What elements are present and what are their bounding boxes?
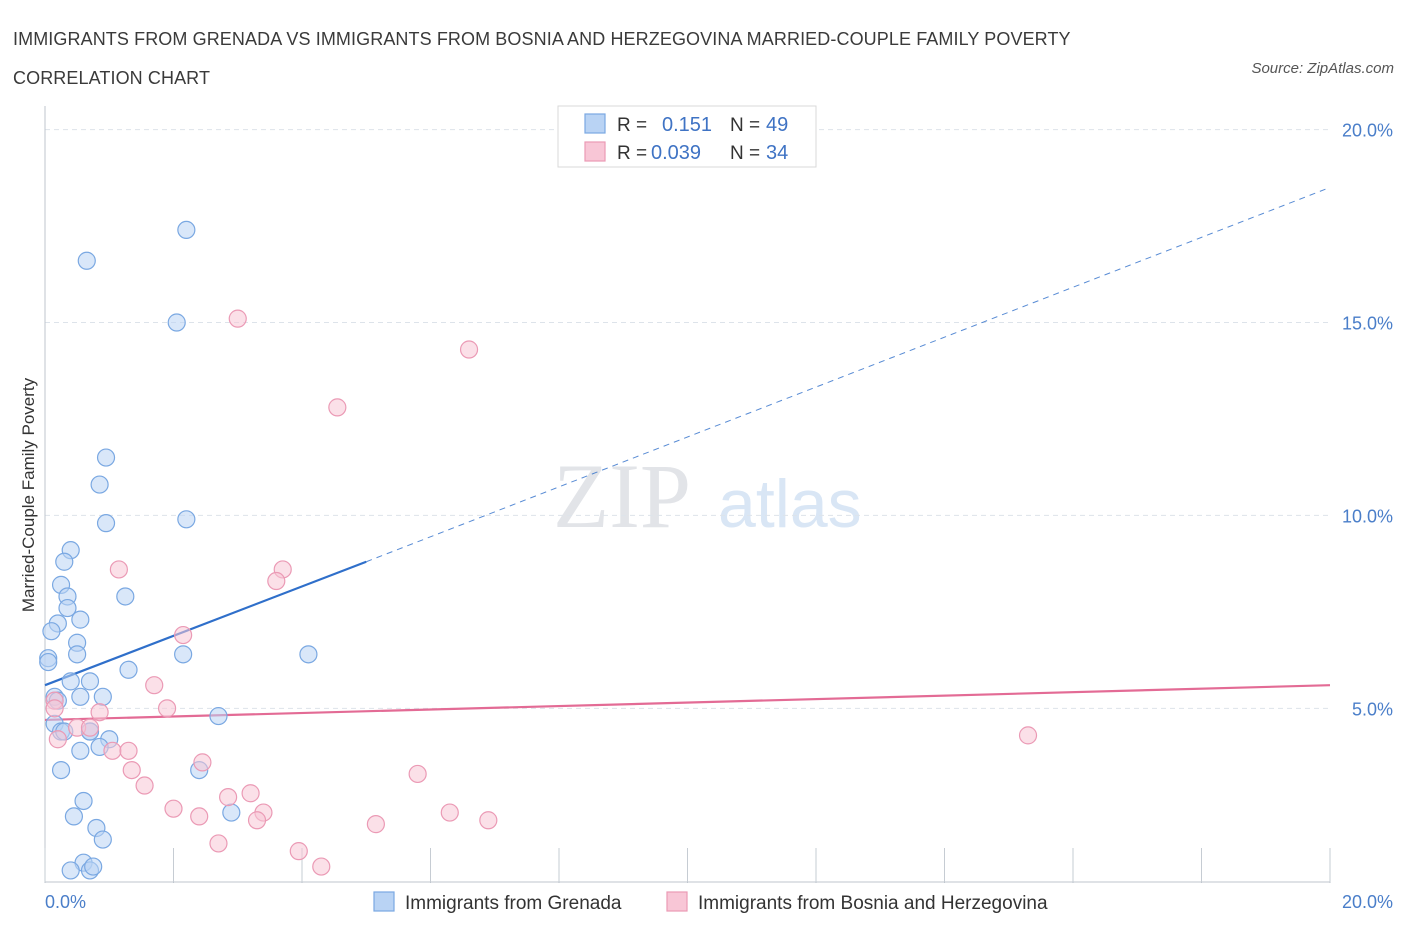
point-grenada-42 <box>93 830 112 849</box>
trend-line-grenada <box>44 560 367 687</box>
point-grenada-1 <box>77 251 96 270</box>
point-bosnia-13 <box>80 718 100 737</box>
point-grenada-39 <box>64 807 84 826</box>
point-grenada-17 <box>68 645 87 664</box>
y-tick-label-2: 15.0% <box>1342 314 1393 334</box>
series-legend-label-bosnia: Immigrants from Bosnia and Herzegovina <box>698 893 1048 914</box>
point-bosnia-16 <box>119 741 138 760</box>
x-tick-label-1: 20.0% <box>1342 892 1393 912</box>
legend-r-value-grenada: 0.151 <box>662 114 712 136</box>
point-grenada-18 <box>174 645 193 664</box>
y-tick-label-1: 10.0% <box>1342 506 1393 526</box>
point-bosnia-14 <box>48 730 67 749</box>
legend-r-value-bosnia: 0.039 <box>651 142 701 164</box>
point-bosnia-33 <box>1018 726 1038 745</box>
point-grenada-5 <box>177 510 196 529</box>
series-legend-swatch-bosnia <box>666 891 688 912</box>
point-bosnia-23 <box>164 799 183 818</box>
point-grenada-25 <box>71 687 90 706</box>
point-grenada-11 <box>116 587 135 606</box>
y-tick-label-0: 5.0% <box>1352 699 1393 719</box>
tick-labels: 5.0% 10.0% 15.0% 20.0% 0.0% 20.0% <box>45 121 1393 912</box>
point-grenada-36 <box>51 761 71 780</box>
point-grenada-8 <box>55 552 74 571</box>
point-bosnia-10 <box>45 699 64 718</box>
point-bosnia-20 <box>135 776 154 795</box>
point-grenada-24 <box>80 672 100 691</box>
point-grenada-35 <box>71 741 90 760</box>
trend-lines <box>44 186 1331 722</box>
point-grenada-12 <box>58 598 77 618</box>
legend-n-value-bosnia: 34 <box>766 142 788 164</box>
point-grenada-26 <box>93 687 112 706</box>
legend-n-label-grenada: N = <box>730 115 760 136</box>
point-grenada-6 <box>96 514 116 533</box>
watermark-zip: ZIP <box>553 445 691 547</box>
point-grenada-13 <box>71 610 90 629</box>
point-bosnia-27 <box>479 811 498 830</box>
point-bosnia-22 <box>219 788 238 807</box>
point-bosnia-5 <box>267 571 286 591</box>
legend-n-label-bosnia: N = <box>730 143 760 164</box>
source-credit: Source: ZipAtlas.com <box>1251 60 1394 77</box>
correlation-legend: R = 0.151 N = 49 R = 0.039 N = 34 <box>557 105 817 168</box>
point-bosnia-11 <box>90 703 109 722</box>
point-bosnia-31 <box>289 842 308 861</box>
point-grenada-4 <box>90 475 109 494</box>
point-bosnia-0 <box>228 309 247 328</box>
series-legend-swatch-grenada <box>373 891 395 912</box>
point-bosnia-18 <box>122 761 141 780</box>
point-bosnia-25 <box>440 803 459 822</box>
point-grenada-40 <box>222 803 241 822</box>
point-bosnia-7 <box>145 676 164 695</box>
point-grenada-46 <box>84 857 103 876</box>
point-grenada-3 <box>96 448 116 467</box>
point-grenada-29 <box>209 706 228 726</box>
point-bosnia-28 <box>247 811 267 830</box>
legend-swatch-bosnia <box>584 141 606 162</box>
point-bosnia-21 <box>241 784 260 803</box>
point-grenada-19 <box>299 645 318 664</box>
point-grenada-21 <box>39 652 58 672</box>
legend-r-label-bosnia: R = <box>617 143 647 164</box>
point-bosnia-29 <box>366 815 385 834</box>
data-points <box>39 220 1038 880</box>
point-bosnia-1 <box>459 340 479 359</box>
point-grenada-0 <box>177 220 196 239</box>
point-grenada-38 <box>74 791 93 811</box>
point-bosnia-2 <box>328 398 347 417</box>
point-bosnia-30 <box>209 834 228 853</box>
grid-lines <box>45 129 1330 709</box>
legend-r-label-grenada: R = <box>617 115 647 136</box>
point-bosnia-32 <box>312 857 331 876</box>
point-grenada-23 <box>61 672 80 691</box>
point-bosnia-15 <box>103 741 122 760</box>
point-bosnia-17 <box>193 753 212 772</box>
y-axis-label: Married-Couple Family Poverty <box>19 377 38 612</box>
trend-line-bosnia <box>44 684 1331 722</box>
point-grenada-15 <box>42 622 61 641</box>
legend-swatch-grenada <box>584 113 606 134</box>
series-legend: Immigrants from Grenada Immigrants from … <box>373 891 1048 914</box>
watermark-atlas: atlas <box>718 466 862 542</box>
point-bosnia-8 <box>157 699 177 718</box>
point-bosnia-19 <box>408 764 427 784</box>
series-legend-label-grenada: Immigrants from Grenada <box>405 893 622 914</box>
point-bosnia-26 <box>190 807 209 826</box>
trend-line-grenada-extension <box>366 186 1331 563</box>
point-bosnia-6 <box>174 625 193 645</box>
point-bosnia-3 <box>109 560 128 579</box>
chart-title: IMMIGRANTS FROM GRENADA VS IMMIGRANTS FR… <box>13 29 1071 88</box>
y-tick-label-3: 20.0% <box>1342 121 1393 141</box>
legend-n-value-grenada: 49 <box>766 114 788 136</box>
point-grenada-44 <box>61 861 80 880</box>
point-grenada-2 <box>167 313 186 332</box>
point-grenada-22 <box>119 660 138 679</box>
x-tick-label-0: 0.0% <box>45 892 86 912</box>
